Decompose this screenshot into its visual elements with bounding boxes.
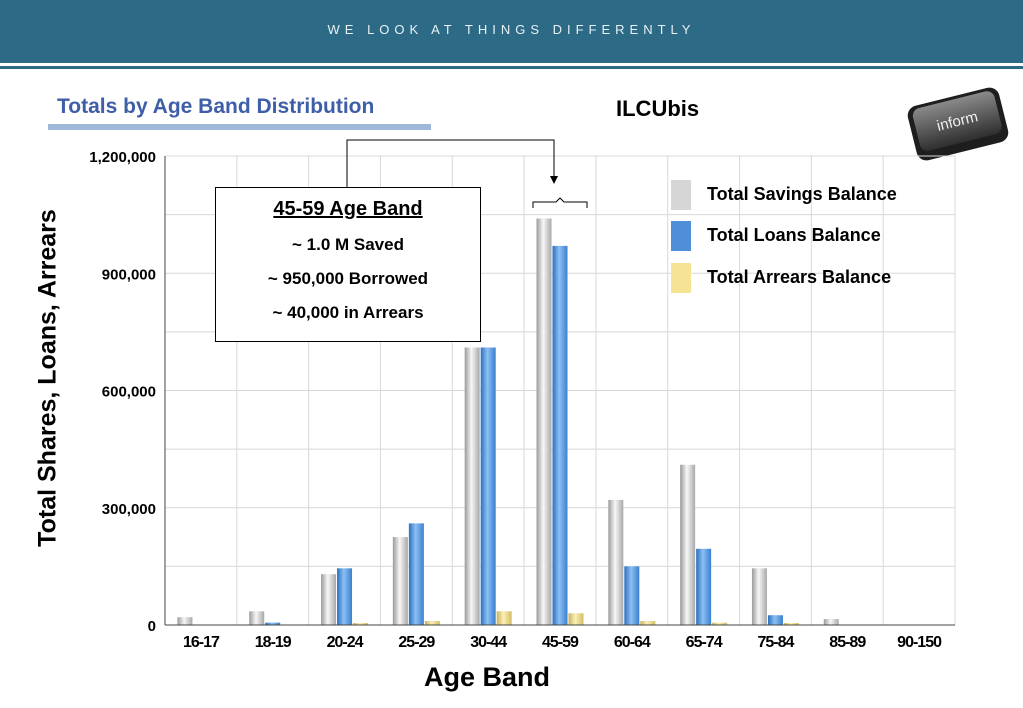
bar-total-loans-balance-45-59 [552, 245, 568, 625]
bar-total-savings-balance-20-24 [321, 574, 337, 625]
x-tick-label: 20-24 [327, 634, 364, 651]
bar-total-loans-balance-25-29 [408, 523, 424, 625]
section-title: Totals by Age Band Distribution [57, 95, 375, 118]
x-tick-label: 25-29 [398, 634, 435, 651]
callout-connector [346, 139, 588, 208]
y-axis-label: Total Shares, Loans, Arrears [33, 209, 62, 547]
bar-total-arrears-balance-25-29 [424, 621, 440, 625]
y-tick-label: 900,000 [102, 266, 156, 283]
inform-key-logo: inform [907, 87, 1009, 161]
bar-total-arrears-balance-45-59 [568, 613, 584, 625]
chart-bars [177, 218, 839, 626]
x-tick-label: 45-59 [542, 634, 579, 651]
header-banner: WE LOOK AT THINGS DIFFERENTLY [0, 0, 1023, 63]
bar-total-loans-balance-65-74 [696, 548, 712, 625]
x-tick-labels: 16-17 18-19 20-24 25-29 30-44 45-59 60-64 65-74… [183, 634, 943, 651]
x-tick-label: 30-44 [470, 634, 507, 651]
chart-axes [164, 156, 955, 626]
bar-total-arrears-balance-20-24 [353, 623, 369, 625]
x-tick-label: 85-89 [829, 634, 866, 651]
annotation-bracket [532, 197, 588, 208]
bar-total-arrears-balance-65-74 [712, 622, 728, 625]
bar-total-arrears-balance-30-44 [496, 611, 512, 625]
x-tick-label: 65-74 [686, 634, 723, 651]
tagline: WE LOOK AT THINGS DIFFERENTLY [327, 22, 696, 37]
header-divider [0, 66, 1023, 69]
bar-total-arrears-balance-60-64 [640, 621, 656, 625]
legend-swatch-loans [671, 221, 691, 251]
bar-total-savings-balance-30-44 [464, 347, 480, 625]
y-tick-label: 1,200,000 [89, 149, 156, 166]
callout-line-saved: ~ 1.0 M Saved [292, 235, 404, 254]
y-tick-label: 600,000 [102, 384, 156, 401]
callout-box: 45-59 Age Band ~ 1.0 M Saved ~ 950,000 B… [215, 187, 481, 342]
x-tick-label: 16-17 [183, 634, 220, 651]
y-tick-label: 300,000 [102, 501, 156, 518]
x-tick-label: 75-84 [757, 634, 794, 651]
x-tick-label: 18-19 [255, 634, 292, 651]
x-axis-label: Age Band [423, 662, 551, 692]
x-tick-label: 60-64 [614, 634, 651, 651]
bar-total-savings-balance-60-64 [608, 499, 624, 625]
bar-total-savings-balance-75-84 [751, 568, 767, 625]
bar-total-loans-balance-30-44 [480, 347, 496, 625]
legend-swatch-arrears [671, 263, 691, 293]
bar-total-loans-balance-60-64 [624, 566, 640, 625]
legend-label-loans: Total Loans Balance [707, 225, 881, 245]
callout-line-arrears: ~ 40,000 in Arrears [272, 303, 424, 322]
x-tick-label: 90-150 [897, 634, 942, 651]
legend-label-arrears: Total Arrears Balance [707, 267, 892, 287]
callout-heading: 45-59 Age Band [273, 198, 423, 220]
bar-total-loans-balance-20-24 [337, 568, 353, 625]
annotation-connector-line [346, 139, 555, 187]
bar-total-savings-balance-18-19 [249, 611, 265, 625]
legend-swatch-savings [671, 180, 691, 210]
bar-total-loans-balance-18-19 [265, 622, 281, 625]
callout-line-borrowed: ~ 950,000 Borrowed [267, 269, 429, 288]
y-tick-label: 0 [148, 618, 156, 635]
brand-name: ILCUbis [616, 96, 700, 121]
y-tick-labels: 0 300,000 600,000 900,000 1,200,000 [89, 149, 156, 635]
bar-total-savings-balance-16-17 [177, 617, 193, 625]
bar-total-loans-balance-75-84 [767, 615, 783, 625]
bar-total-savings-balance-65-74 [680, 464, 696, 625]
bar-total-arrears-balance-75-84 [783, 623, 799, 625]
bar-total-savings-balance-85-89 [823, 619, 839, 625]
bar-total-savings-balance-45-59 [536, 218, 552, 626]
annotation-arrowhead [550, 176, 558, 184]
bar-total-savings-balance-25-29 [392, 537, 408, 625]
legend-label-savings: Total Savings Balance [707, 184, 897, 204]
title-underline [48, 124, 431, 130]
